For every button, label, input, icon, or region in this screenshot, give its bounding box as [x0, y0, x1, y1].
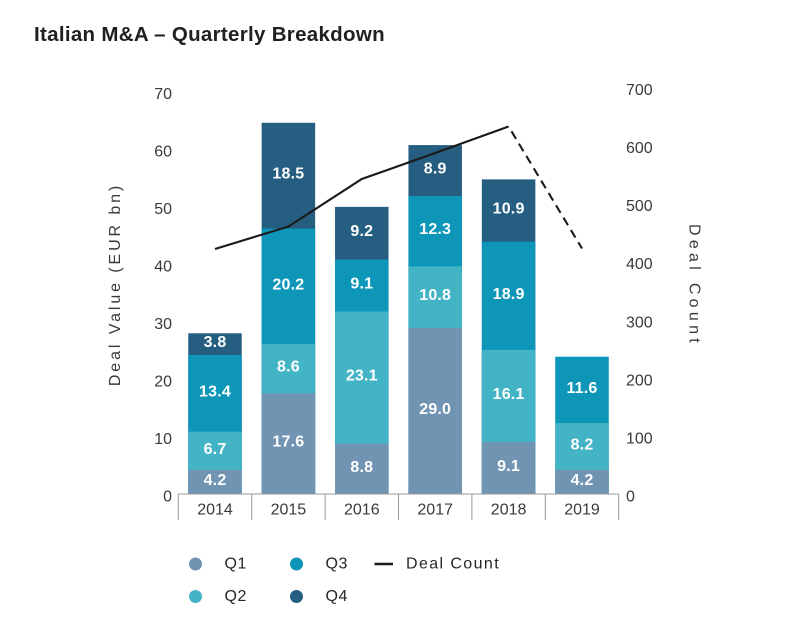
svg-text:8.2: 8.2: [571, 437, 594, 454]
svg-text:9.2: 9.2: [350, 223, 373, 240]
svg-text:Q1: Q1: [225, 556, 247, 573]
svg-text:16.1: 16.1: [493, 386, 525, 403]
svg-text:2016: 2016: [344, 502, 380, 519]
svg-text:600: 600: [626, 140, 653, 157]
svg-text:18.9: 18.9: [493, 286, 525, 303]
svg-text:3.8: 3.8: [204, 334, 227, 351]
svg-text:23.1: 23.1: [346, 368, 378, 385]
svg-text:100: 100: [626, 430, 653, 447]
svg-text:0: 0: [163, 489, 172, 506]
svg-text:200: 200: [626, 372, 653, 389]
svg-text:0: 0: [626, 489, 635, 506]
svg-text:11.6: 11.6: [566, 380, 597, 397]
svg-text:8.9: 8.9: [424, 161, 447, 178]
svg-text:70: 70: [154, 86, 172, 103]
svg-text:Deal Count: Deal Count: [686, 224, 703, 347]
svg-text:20: 20: [154, 374, 172, 391]
svg-text:8.8: 8.8: [350, 459, 373, 476]
svg-text:17.6: 17.6: [272, 434, 304, 451]
svg-text:10.8: 10.8: [419, 287, 451, 304]
svg-text:29.0: 29.0: [419, 401, 451, 418]
svg-text:9.1: 9.1: [350, 276, 373, 293]
svg-text:700: 700: [626, 82, 653, 99]
svg-text:4.2: 4.2: [571, 472, 594, 489]
svg-text:Deal Value (EUR bn): Deal Value (EUR bn): [107, 183, 124, 386]
svg-text:13.4: 13.4: [199, 383, 231, 400]
svg-text:Q2: Q2: [225, 588, 247, 605]
svg-text:2018: 2018: [491, 502, 527, 519]
svg-text:400: 400: [626, 256, 653, 273]
svg-text:Q3: Q3: [326, 556, 348, 573]
svg-text:10.9: 10.9: [493, 201, 525, 218]
svg-text:2017: 2017: [417, 502, 453, 519]
svg-text:10: 10: [154, 431, 172, 448]
svg-text:2014: 2014: [197, 502, 233, 519]
svg-text:2015: 2015: [271, 502, 307, 519]
svg-text:300: 300: [626, 314, 653, 331]
svg-text:Deal Count: Deal Count: [406, 556, 500, 573]
svg-text:9.1: 9.1: [497, 458, 520, 475]
svg-text:30: 30: [154, 316, 172, 333]
svg-text:20.2: 20.2: [272, 276, 304, 293]
svg-text:60: 60: [154, 144, 172, 161]
svg-text:12.3: 12.3: [419, 221, 451, 238]
svg-text:50: 50: [154, 201, 172, 218]
svg-text:18.5: 18.5: [272, 166, 304, 183]
svg-text:Italian M&A – Quarterly Breakd: Italian M&A – Quarterly Breakdown: [34, 23, 385, 46]
svg-text:4.2: 4.2: [204, 472, 227, 489]
svg-text:2019: 2019: [564, 502, 600, 519]
svg-text:Q4: Q4: [326, 588, 348, 605]
svg-text:500: 500: [626, 198, 653, 215]
svg-text:6.7: 6.7: [204, 441, 227, 458]
svg-text:40: 40: [154, 259, 172, 276]
svg-text:8.6: 8.6: [277, 359, 300, 376]
